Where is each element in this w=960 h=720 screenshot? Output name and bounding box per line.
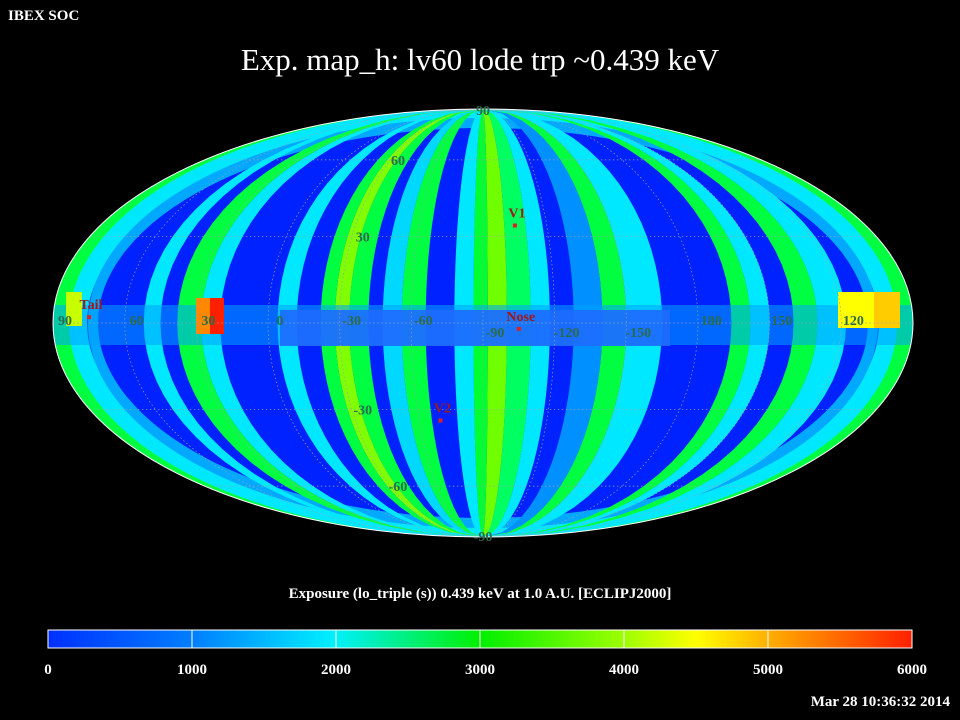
- timestamp: Mar 28 10:36:32 2014: [810, 694, 950, 710]
- marker-dot: [86, 315, 91, 320]
- lat-label: 90: [476, 104, 490, 119]
- colorbar-ticks: 0 1000 2000 3000 4000 5000 6000: [44, 630, 927, 678]
- longitude-labels: 60 30 0 -30 -60 -90 -120 -150 180 150 120 90: [58, 314, 864, 341]
- marker-label: Tail: [80, 298, 103, 313]
- map-title: Exp. map_h: lv60 lode trp ~0.439 keV: [240, 42, 720, 77]
- map-markers: V1 Nose V2 Tail: [80, 207, 535, 423]
- colorbar-tick-label: 0: [44, 662, 52, 678]
- colorbar-tick-label: 3000: [465, 662, 495, 678]
- lat-label: -60: [389, 480, 408, 495]
- colorbar-tick-label: 2000: [321, 662, 351, 678]
- header-label: IBEX SOC: [8, 8, 80, 24]
- map-gridlines: [52, 108, 914, 538]
- lat-label: 60: [391, 154, 405, 169]
- marker-label: V2: [434, 401, 451, 416]
- lon-label: 120: [843, 314, 864, 329]
- colorbar-tick-label: 4000: [609, 662, 639, 678]
- marker-dot: [516, 326, 521, 331]
- marker-label: Nose: [506, 310, 535, 325]
- lon-label: 90: [58, 314, 72, 329]
- lon-label: 0: [277, 314, 284, 329]
- colorbar-caption: Exposure (lo_triple (s)) 0.439 keV at 1.…: [288, 586, 672, 602]
- lon-label: 150: [771, 314, 792, 329]
- lat-label: -90: [474, 530, 493, 545]
- latitude-labels: 90 60 30 -30 -60 -90: [353, 104, 492, 545]
- colorbar-tick-label: 5000: [753, 662, 783, 678]
- marker-dot: [438, 418, 443, 423]
- lat-label: 30: [356, 231, 370, 246]
- colorbar-tick-label: 6000: [897, 662, 927, 678]
- lon-label: -120: [554, 326, 580, 341]
- lon-label: 180: [701, 314, 722, 329]
- exposure-bands: [143, 109, 847, 537]
- exposure-map: [53, 109, 913, 537]
- lon-label: -90: [486, 326, 505, 341]
- lon-label: 60: [130, 314, 144, 329]
- lon-label: -30: [342, 314, 361, 329]
- lat-label: -30: [353, 403, 372, 418]
- lon-label: -60: [414, 314, 433, 329]
- lon-label: 30: [201, 314, 215, 329]
- marker-dot: [512, 223, 517, 228]
- marker-label: V1: [508, 207, 525, 222]
- colorbar-tick-label: 1000: [177, 662, 207, 678]
- lon-label: -150: [625, 326, 651, 341]
